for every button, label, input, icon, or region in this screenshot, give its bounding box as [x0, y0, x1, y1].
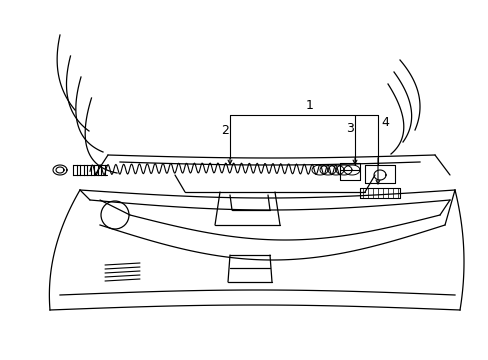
Text: 3: 3 [346, 122, 353, 135]
Text: 2: 2 [221, 123, 228, 136]
Text: 4: 4 [380, 116, 388, 129]
Text: 1: 1 [305, 99, 313, 112]
